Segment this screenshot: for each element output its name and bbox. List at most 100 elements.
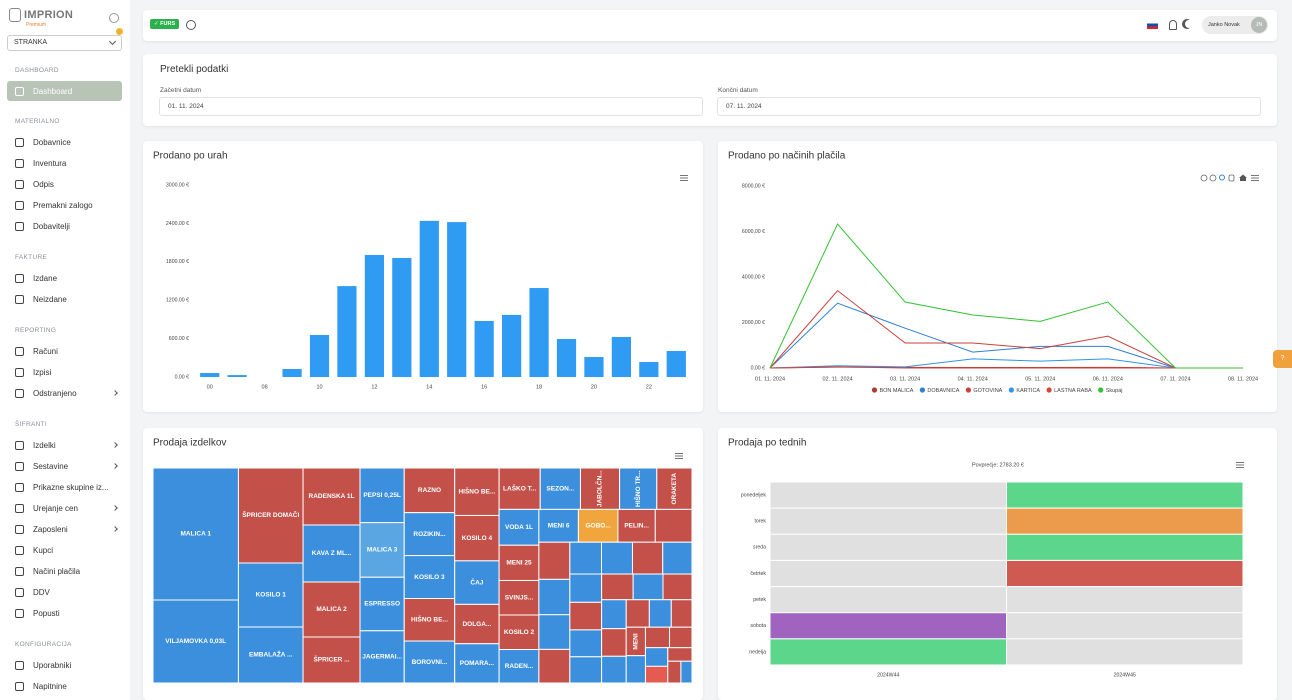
treemap-cell[interactable] (625, 599, 650, 628)
theme-icon[interactable] (1185, 20, 1193, 28)
treemap-cell[interactable] (569, 541, 603, 575)
menu-item[interactable]: Dobavitelji (0, 216, 130, 237)
treemap-cell[interactable] (302, 467, 361, 526)
treemap-cell[interactable] (538, 578, 571, 616)
treemap-cell[interactable] (538, 508, 579, 543)
menu-item[interactable]: Napitnine (0, 676, 130, 697)
treemap-cell[interactable] (498, 614, 540, 651)
treemap-cell[interactable] (498, 467, 541, 510)
legend-item[interactable]: DOBAVNICA (919, 387, 960, 394)
treemap-cell[interactable] (538, 541, 571, 580)
treemap-cell[interactable] (669, 626, 693, 649)
treemap-cell[interactable] (662, 541, 693, 575)
menu-item[interactable]: Kupci (0, 540, 130, 561)
treemap-cell[interactable] (403, 640, 456, 684)
menu-icon[interactable] (680, 175, 688, 181)
menu-item[interactable]: Uporabniki (0, 655, 130, 676)
treemap-cell[interactable] (302, 636, 361, 684)
menu-item[interactable]: DDV (0, 582, 130, 603)
settings-icon[interactable] (186, 20, 196, 30)
treemap-cell[interactable] (632, 573, 664, 601)
treemap-cell[interactable] (302, 524, 361, 583)
treemap-cell[interactable] (359, 630, 405, 684)
zoom-button[interactable] (1200, 174, 1208, 182)
treemap-cell[interactable] (625, 655, 646, 684)
treemap-cell[interactable] (601, 573, 634, 601)
help-tab[interactable]: ? (1273, 350, 1292, 368)
menu-item[interactable]: Sestavine (0, 456, 130, 477)
user-menu[interactable]: Janko Novak JN (1202, 16, 1268, 34)
treemap-cell[interactable] (454, 560, 500, 605)
menu-item[interactable]: Odstranjeno (0, 383, 130, 404)
menu-item[interactable]: Inventura (0, 153, 130, 174)
treemap-cell[interactable] (498, 649, 540, 684)
menu-icon[interactable] (675, 453, 683, 459)
menu-item[interactable]: Načini plačila (0, 561, 130, 582)
treemap-cell[interactable] (538, 648, 571, 684)
treemap-cell[interactable] (579, 467, 621, 510)
select[interactable]: STRANKA (7, 35, 122, 51)
menu-item[interactable]: Dobavnice (0, 132, 130, 153)
settings-icon[interactable] (109, 13, 119, 23)
treemap-cell[interactable] (644, 626, 671, 649)
menu-item[interactable]: Neizdane (0, 289, 130, 310)
treemap-cell[interactable] (656, 467, 693, 510)
zoom-select-button[interactable] (1219, 174, 1225, 181)
legend-item[interactable]: Skupaj (1098, 387, 1123, 394)
menu-item[interactable]: Računi (0, 341, 130, 362)
treemap-cell[interactable] (539, 467, 581, 510)
treemap-cell[interactable] (617, 508, 656, 543)
treemap-cell[interactable] (667, 660, 682, 684)
treemap-cell[interactable] (454, 603, 500, 645)
treemap-cell[interactable] (601, 655, 627, 684)
treemap-cell[interactable] (670, 599, 693, 628)
menu-item[interactable]: Popusti (0, 603, 130, 624)
menu-icon[interactable] (1251, 175, 1259, 181)
treemap-cell[interactable] (601, 541, 633, 575)
treemap-cell[interactable] (454, 467, 500, 516)
treemap-cell[interactable] (619, 467, 658, 510)
legend-item[interactable]: LASTNA RABA (1046, 387, 1092, 394)
treemap-cell[interactable] (538, 614, 571, 650)
menu-item[interactable]: Izdane (0, 268, 130, 289)
treemap-cell[interactable] (498, 544, 540, 581)
menu-icon[interactable] (1236, 462, 1244, 468)
treemap-cell[interactable] (654, 508, 693, 543)
furs-badge[interactable]: ✓ FURS (150, 19, 180, 29)
treemap-cell[interactable] (569, 601, 603, 631)
pan-button[interactable] (1228, 174, 1235, 182)
language-flag[interactable] (1147, 21, 1158, 29)
menu-item[interactable]: Premakni zalogo (0, 195, 130, 216)
treemap-cell[interactable] (403, 512, 456, 557)
menu-item[interactable]: Izpisi (0, 362, 130, 383)
treemap-cell[interactable] (644, 647, 669, 667)
date-input[interactable]: 07. 11. 2024 (717, 97, 1261, 116)
reset-button[interactable] (1239, 174, 1247, 182)
legend-item[interactable]: KARTICA (1008, 387, 1041, 394)
treemap-cell[interactable] (569, 629, 603, 658)
menu-item[interactable]: Dashboard (7, 81, 122, 101)
treemap-cell[interactable] (662, 573, 693, 601)
treemap-cell[interactable] (631, 541, 664, 575)
menu-item[interactable]: Izdelki (0, 435, 130, 456)
treemap-cell[interactable] (601, 628, 627, 657)
treemap-cell[interactable] (667, 647, 693, 662)
treemap-cell[interactable] (403, 555, 456, 600)
treemap-cell[interactable] (302, 581, 361, 638)
menu-item[interactable]: Urejanje cen (0, 498, 130, 519)
treemap-cell[interactable] (569, 656, 603, 684)
treemap-cell[interactable] (152, 599, 239, 684)
treemap-cell[interactable] (403, 598, 456, 642)
menu-item[interactable]: Prikazne skupine iz... (0, 477, 130, 498)
menu-item[interactable]: Odpis (0, 174, 130, 195)
notifications-icon[interactable] (1169, 20, 1177, 30)
legend-item[interactable]: BON MALICA (871, 387, 914, 394)
treemap-cell[interactable] (601, 599, 627, 630)
treemap-cell[interactable] (359, 522, 405, 578)
zoom-button[interactable] (1209, 174, 1217, 182)
treemap-cell[interactable] (644, 665, 669, 684)
treemap-cell[interactable] (648, 599, 672, 628)
legend-item[interactable]: GOTOVINA (965, 387, 1003, 394)
date-input[interactable]: 01. 11. 2024 (159, 97, 703, 116)
treemap-cell[interactable] (680, 660, 693, 684)
